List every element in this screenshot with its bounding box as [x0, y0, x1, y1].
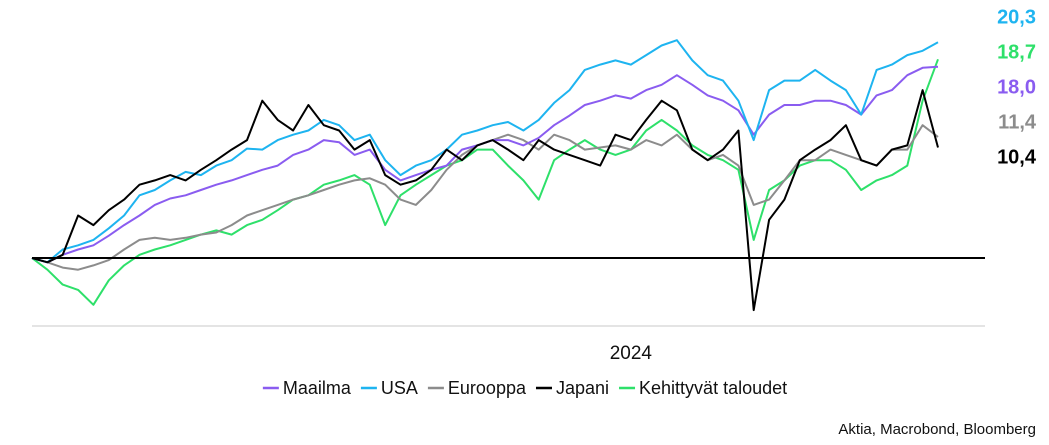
legend-label: Kehittyvät taloudet — [639, 378, 787, 398]
series-line — [31, 89, 939, 312]
source: Aktia, Macrobond, Bloomberg — [838, 421, 1036, 438]
end-label: 18,0 — [997, 76, 1036, 98]
end-label: 20,3 — [997, 6, 1036, 28]
x-tick-label: 2024 — [610, 343, 653, 364]
end-label: 11,4 — [998, 111, 1037, 133]
legend-label: USA — [381, 378, 418, 398]
series-line — [31, 39, 939, 264]
legend-label: Maailma — [283, 378, 352, 398]
end-label: 18,7 — [997, 41, 1036, 63]
end-label: 10,4 — [997, 146, 1037, 168]
legend-label: Japani — [556, 378, 609, 398]
series-line — [31, 124, 939, 271]
legend-label: Eurooppa — [448, 378, 527, 398]
